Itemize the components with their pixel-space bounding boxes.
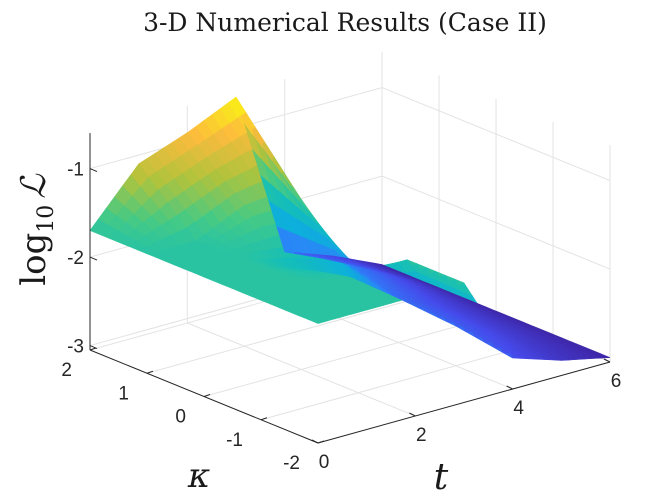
z-axis-label-sub: 10 [34, 205, 59, 233]
y-tick-mark [89, 347, 97, 351]
z-axis-label: log10 ℒ [14, 173, 59, 286]
x-tick-mark [409, 412, 416, 417]
z-axis-label-base: log [14, 233, 54, 286]
y-tick-label: 2 [61, 360, 72, 381]
z-tick-mark [89, 256, 98, 261]
x-tick-mark [603, 358, 611, 363]
z-tick-mark [89, 345, 98, 350]
y-tick-mark [317, 440, 325, 444]
x-tick-label: 4 [513, 398, 524, 419]
y-tick-mark [203, 394, 211, 397]
surface-patch [89, 219, 109, 235]
chart-title: 3-D Numerical Results (Case II) [143, 8, 547, 37]
y-tick-mark [260, 417, 268, 421]
z-tick-label: -2 [67, 248, 84, 269]
side-wall-grid-line [381, 87, 611, 182]
x-tick-mark [311, 439, 319, 444]
x-tick-label: 0 [319, 452, 330, 473]
y-tick-label: -2 [283, 453, 300, 474]
z-tick-mark [89, 168, 98, 173]
y-axis-label: κ [187, 456, 210, 496]
floor-grid-line [146, 291, 440, 374]
z-axis-label-symbol: ℒ [14, 173, 54, 199]
y-tick-label: 1 [118, 383, 129, 404]
z-tick-label: -3 [67, 337, 84, 358]
floor-grid-line [203, 315, 497, 397]
x-tick-label: 2 [416, 425, 427, 446]
surface [89, 96, 611, 361]
x-axis-line [317, 361, 611, 444]
x-tick-mark [506, 385, 513, 390]
y-tick-label: -1 [226, 430, 243, 451]
svg-text:log10ℒ: log10 ℒ [14, 173, 59, 286]
x-tick-label: 6 [611, 371, 622, 392]
axes-lines [89, 133, 611, 444]
x-axis-label: t [434, 457, 449, 498]
y-tick-label: 0 [175, 407, 186, 428]
y-tick-mark [146, 370, 154, 374]
z-tick-label: -1 [67, 160, 84, 181]
side-wall-grid-line [381, 175, 611, 270]
